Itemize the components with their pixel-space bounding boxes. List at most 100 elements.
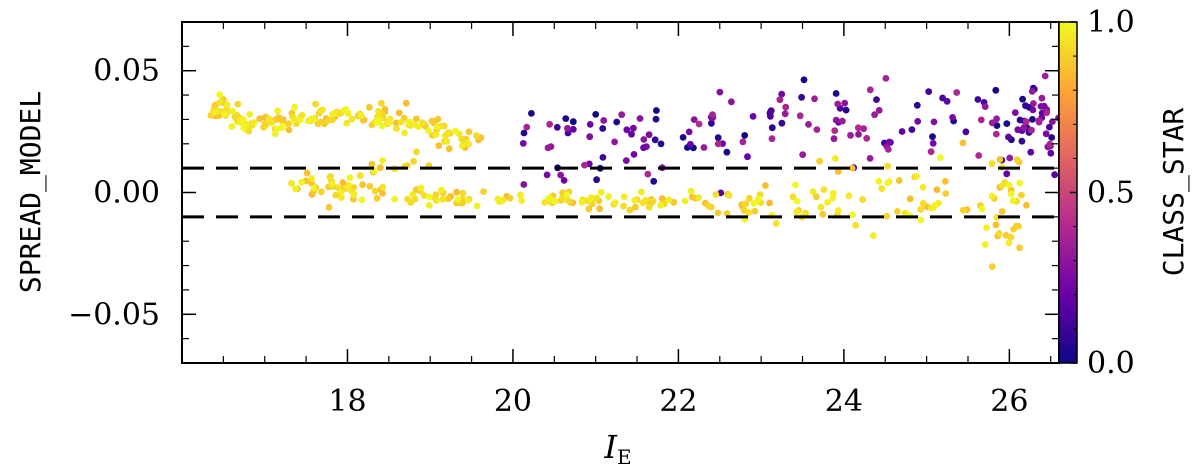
scatter-point bbox=[855, 131, 862, 138]
scatter-point bbox=[216, 98, 224, 106]
y-axis-title: SPREAD_MODEL bbox=[14, 91, 48, 293]
scatter-point bbox=[895, 177, 903, 184]
scatter-point bbox=[1046, 140, 1054, 148]
scatter-point bbox=[1019, 95, 1026, 103]
scatter-point bbox=[817, 203, 825, 211]
scatter-point bbox=[273, 125, 280, 133]
scatter-point bbox=[657, 140, 665, 148]
scatter-point bbox=[328, 180, 336, 188]
scatter-point bbox=[523, 123, 531, 131]
scatter-point bbox=[425, 202, 433, 209]
scatter-point bbox=[854, 124, 862, 132]
scatter-point bbox=[998, 208, 1006, 215]
scatter-point bbox=[279, 122, 286, 130]
scatter-point bbox=[245, 127, 253, 135]
scatter-point bbox=[454, 195, 462, 203]
scatter-point bbox=[638, 188, 645, 196]
scatter-point bbox=[234, 100, 242, 108]
scatter-point bbox=[439, 195, 447, 203]
scatter-point bbox=[391, 195, 398, 203]
scatter-point bbox=[1011, 109, 1019, 116]
scatter-point bbox=[875, 177, 883, 185]
scatter-point bbox=[368, 160, 376, 168]
scatter-point bbox=[473, 132, 480, 139]
x-tick-label: 24 bbox=[825, 384, 863, 419]
scatter-point bbox=[988, 119, 996, 127]
scatter-point bbox=[917, 206, 925, 213]
scatter-point bbox=[793, 208, 801, 216]
scatter-point bbox=[442, 132, 449, 139]
scatter-point bbox=[1014, 126, 1022, 134]
scatter-point bbox=[645, 203, 653, 211]
scatter-point bbox=[882, 75, 890, 82]
scatter-point bbox=[925, 88, 933, 95]
scatter-point bbox=[256, 115, 264, 123]
scatter-point bbox=[898, 128, 906, 135]
scatter-point bbox=[348, 115, 356, 123]
scatter-point bbox=[630, 151, 638, 158]
scatter-point bbox=[626, 206, 634, 214]
scatter-point bbox=[303, 169, 311, 177]
scatter-point bbox=[834, 168, 842, 176]
scatter-point bbox=[520, 181, 528, 188]
scatter-point bbox=[679, 134, 687, 141]
scatter-point bbox=[378, 99, 385, 107]
scatter-point bbox=[639, 199, 647, 207]
scatter-point bbox=[863, 134, 871, 142]
scatter-point bbox=[988, 160, 996, 168]
scatter-point bbox=[974, 96, 982, 103]
scatter-point bbox=[831, 155, 839, 162]
scatter-point bbox=[317, 188, 325, 196]
scatter-point bbox=[709, 111, 716, 119]
scatter-point bbox=[988, 192, 996, 200]
scatter-point bbox=[1037, 103, 1045, 110]
scatter-point bbox=[459, 189, 467, 197]
scatter-point bbox=[319, 106, 326, 114]
scatter-point bbox=[653, 107, 660, 114]
scatter-point bbox=[274, 107, 282, 115]
scatter-point bbox=[687, 140, 694, 148]
scatter-point bbox=[410, 158, 417, 165]
scatter-point bbox=[1029, 106, 1037, 114]
scatter-point bbox=[1028, 88, 1036, 95]
scatter-point bbox=[357, 111, 364, 119]
scatter-point bbox=[544, 144, 552, 152]
scatter-point bbox=[884, 162, 891, 170]
scatter-point bbox=[913, 101, 921, 109]
scatter-point bbox=[792, 181, 799, 189]
scatter-point bbox=[875, 106, 883, 114]
scatter-point bbox=[564, 124, 571, 132]
scatter-point bbox=[464, 196, 472, 204]
scatter-point bbox=[959, 139, 967, 147]
scatter-point bbox=[401, 129, 408, 137]
scatter-point bbox=[393, 125, 400, 132]
scatter-point bbox=[657, 201, 664, 209]
scatter-point bbox=[365, 103, 373, 111]
scatter-point bbox=[816, 157, 823, 165]
scatter-point bbox=[1022, 118, 1030, 126]
y-tick-label: 0.00 bbox=[93, 176, 160, 211]
scatter-point bbox=[1005, 181, 1013, 189]
scatter-point bbox=[407, 199, 415, 206]
scatter-point bbox=[366, 182, 374, 190]
scatter-point bbox=[714, 209, 722, 217]
scatter-point bbox=[312, 100, 319, 108]
scatter-point bbox=[632, 203, 639, 211]
scatter-point bbox=[378, 122, 386, 130]
scatter-point bbox=[337, 188, 345, 196]
x-axis: 18 20 22 24 26 bbox=[181, 22, 1052, 419]
scatter-point bbox=[842, 106, 850, 114]
scatter-point bbox=[1018, 191, 1025, 199]
scatter-point bbox=[1020, 124, 1028, 132]
scatter-point bbox=[564, 196, 572, 204]
scatter-point bbox=[762, 182, 769, 190]
scatter-point bbox=[1009, 197, 1017, 205]
scatter-point bbox=[520, 129, 528, 137]
scatter-point bbox=[841, 99, 849, 107]
scatter-point bbox=[506, 194, 514, 202]
scatter-point bbox=[381, 105, 389, 113]
scatter-point bbox=[346, 174, 354, 182]
scatter-point bbox=[643, 143, 650, 151]
scatter-point bbox=[745, 209, 753, 216]
scatter-point bbox=[645, 131, 653, 139]
